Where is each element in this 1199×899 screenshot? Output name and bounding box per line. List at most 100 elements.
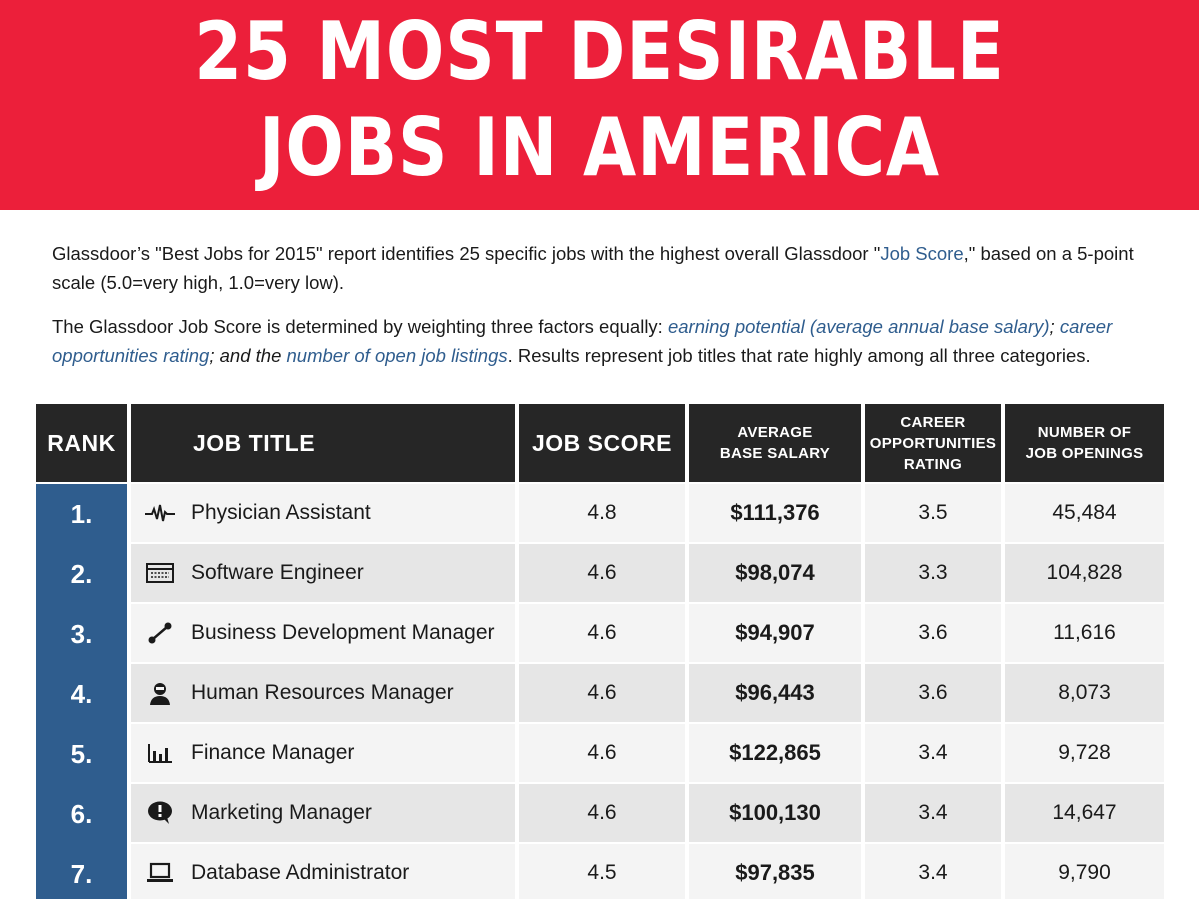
code-window-icon xyxy=(145,561,175,585)
header-job-title: JOB TITLE xyxy=(131,404,515,482)
career-cell: 3.6 xyxy=(918,681,948,704)
job-title-cell: Physician Assistant xyxy=(191,501,371,524)
job-title-cell: Marketing Manager xyxy=(191,801,372,824)
intro-paragraph-1: Glassdoor’s "Best Jobs for 2015" report … xyxy=(52,240,1162,297)
intro-p1-text-a: Glassdoor’s "Best Jobs for 2015" report … xyxy=(52,243,881,264)
job-title-cell: Business Development Manager xyxy=(191,621,495,644)
openings-cell: 9,728 xyxy=(1058,741,1111,764)
column-divider xyxy=(685,484,689,542)
column-divider xyxy=(685,784,689,842)
career-cell: 3.4 xyxy=(918,741,948,764)
salary-cell: $100,130 xyxy=(729,800,821,825)
column-divider xyxy=(861,844,865,899)
rank-cell: 2. xyxy=(70,558,93,589)
table-row: Software Engineer 4.6 $98,074 3.3 104,828 xyxy=(131,544,1164,602)
column-divider xyxy=(861,664,865,722)
header-job-title-label: JOB TITLE xyxy=(193,429,316,456)
openings-cell: 9,790 xyxy=(1058,861,1111,884)
column-divider xyxy=(515,724,519,782)
column-divider xyxy=(861,604,865,662)
score-cell: 4.6 xyxy=(587,741,617,764)
table-row: Human Resources Manager 4.6 $96,443 3.6 8,07… xyxy=(131,664,1164,722)
intro-paragraph-2: The Glassdoor Job Score is determined by… xyxy=(52,313,1162,370)
header-job-score-label: JOB SCORE xyxy=(532,429,672,456)
score-cell: 4.5 xyxy=(587,861,617,884)
column-divider xyxy=(1001,664,1005,722)
career-cell: 3.3 xyxy=(918,561,948,584)
career-cell: 3.5 xyxy=(918,501,948,524)
title-banner: 25 MOST DESIRABLE JOBS IN AMERICA xyxy=(0,0,1199,210)
rank-cell: 7. xyxy=(70,858,93,889)
connection-icon xyxy=(145,621,175,645)
rank-column: 1. 2. 3. 4. 5. 6. 7. xyxy=(36,484,127,899)
column-divider xyxy=(685,844,689,899)
header-openings: NUMBER OF JOB OPENINGS xyxy=(1005,404,1164,482)
rank-cell: 3. xyxy=(70,618,93,649)
job-score-term: Job Score xyxy=(880,243,964,264)
laptop-icon xyxy=(145,861,175,885)
column-divider xyxy=(685,604,689,662)
intro-p2-and: ; and the xyxy=(209,344,287,366)
openings-cell: 8,073 xyxy=(1058,681,1111,704)
column-divider xyxy=(861,544,865,602)
rank-cell: 4. xyxy=(70,678,93,709)
factor-earning-potential: earning potential (average annual base s… xyxy=(667,316,1050,337)
job-title-cell: Finance Manager xyxy=(191,741,355,764)
column-divider xyxy=(1001,784,1005,842)
rank-cell: 6. xyxy=(70,798,93,829)
salary-cell: $111,376 xyxy=(730,500,820,525)
header-rank-label: RANK xyxy=(47,429,116,456)
openings-cell: 45,484 xyxy=(1052,501,1117,524)
header-salary: AVERAGE BASE SALARY xyxy=(689,404,861,482)
table-row: Database Administrator 4.5 $97,835 3.4 9,790 xyxy=(131,844,1164,899)
job-title-cell: Database Administrator xyxy=(191,861,410,884)
score-cell: 4.6 xyxy=(587,681,617,704)
table-row: Physician Assistant 4.8 $111,376 3.5 45,484 xyxy=(131,484,1164,542)
person-icon xyxy=(145,681,175,705)
column-divider xyxy=(861,724,865,782)
rank-cell: 5. xyxy=(70,738,93,769)
header-job-score: JOB SCORE xyxy=(519,404,685,482)
job-title-cell: Software Engineer xyxy=(191,561,364,584)
score-cell: 4.6 xyxy=(587,561,617,584)
openings-cell: 104,828 xyxy=(1046,561,1123,584)
column-divider xyxy=(1001,544,1005,602)
speech-bubble-icon xyxy=(145,801,175,825)
column-divider xyxy=(515,664,519,722)
table-row: Marketing Manager 4.6 $100,130 3.4 14,647 xyxy=(131,784,1164,842)
column-divider xyxy=(685,544,689,602)
header-career-line-3: RATING xyxy=(903,455,963,473)
openings-cell: 14,647 xyxy=(1052,801,1117,824)
column-divider xyxy=(861,484,865,542)
header-salary-line-1: AVERAGE xyxy=(737,424,813,441)
bar-chart-icon xyxy=(145,741,175,765)
career-cell: 3.4 xyxy=(918,861,948,884)
column-divider xyxy=(1001,724,1005,782)
column-divider xyxy=(1001,604,1005,662)
column-divider xyxy=(861,784,865,842)
intro-text: Glassdoor’s "Best Jobs for 2015" report … xyxy=(52,240,1162,386)
score-cell: 4.6 xyxy=(587,801,617,824)
score-cell: 4.6 xyxy=(587,621,617,644)
column-divider xyxy=(685,664,689,722)
header-career-line-1: CAREER xyxy=(900,413,966,431)
column-divider xyxy=(515,484,519,542)
factor-career-opportunities: career opportunities rating xyxy=(52,316,1113,366)
job-title-cell: Human Resources Manager xyxy=(191,681,454,704)
header-openings-line-2: JOB OPENINGS xyxy=(1025,445,1144,462)
header-career-line-2: OPPORTUNITIES xyxy=(869,434,997,452)
intro-p2-separator: ; xyxy=(1049,316,1060,337)
factor-job-listings: number of open job listings xyxy=(286,344,508,366)
salary-cell: $94,907 xyxy=(735,620,815,645)
salary-cell: $122,865 xyxy=(729,740,821,765)
salary-cell: $98,074 xyxy=(735,560,815,585)
score-cell: 4.8 xyxy=(587,501,617,524)
column-divider xyxy=(515,844,519,899)
intro-p2-text-a: The Glassdoor Job Score is determined by… xyxy=(52,316,668,337)
column-divider xyxy=(515,784,519,842)
column-divider xyxy=(685,724,689,782)
column-divider xyxy=(1001,484,1005,542)
header-rank: RANK xyxy=(36,404,127,482)
heartbeat-icon xyxy=(145,501,175,525)
salary-cell: $97,835 xyxy=(735,860,815,885)
